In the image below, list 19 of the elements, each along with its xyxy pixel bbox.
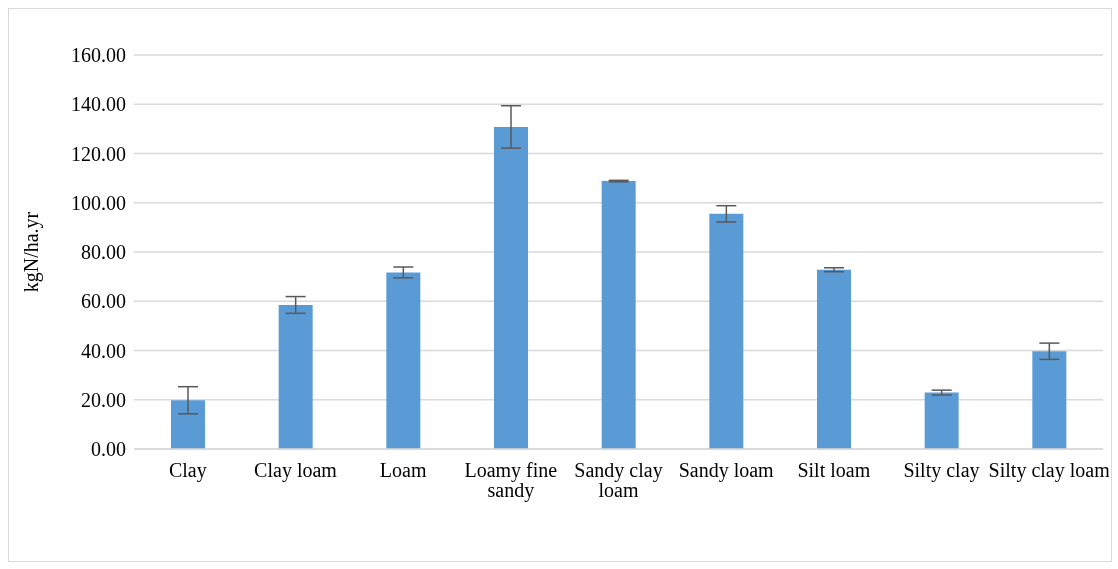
- y-tick-label: 20.00: [81, 388, 126, 411]
- x-tick-label: Clay loam: [254, 459, 338, 483]
- x-tick-label: Clay: [168, 459, 207, 483]
- x-tick-label: Loam: [379, 459, 427, 482]
- y-tick-label: 120.00: [71, 142, 126, 165]
- y-tick-label: 40.00: [81, 339, 126, 362]
- y-tick-label: 0.00: [91, 438, 126, 461]
- y-tick-label: 60.00: [81, 290, 126, 313]
- x-tick-label: Loamy fine sandy: [464, 459, 558, 503]
- y-tick-label: 140.00: [71, 93, 126, 116]
- y-tick-label: 160.00: [71, 44, 126, 67]
- y-tick-label: 100.00: [71, 191, 126, 214]
- y-axis-title: kgN/ha.yr: [20, 211, 44, 293]
- x-tick-label: Silty clay: [903, 459, 980, 483]
- y-tick-label: 80.00: [81, 241, 126, 264]
- x-tick-label: Silt loam: [797, 459, 871, 482]
- x-tick-label: Silty clay loam: [988, 459, 1111, 483]
- x-tick-label: Sandy clay loam: [574, 459, 663, 502]
- x-tick-label: Sandy loam: [678, 459, 775, 483]
